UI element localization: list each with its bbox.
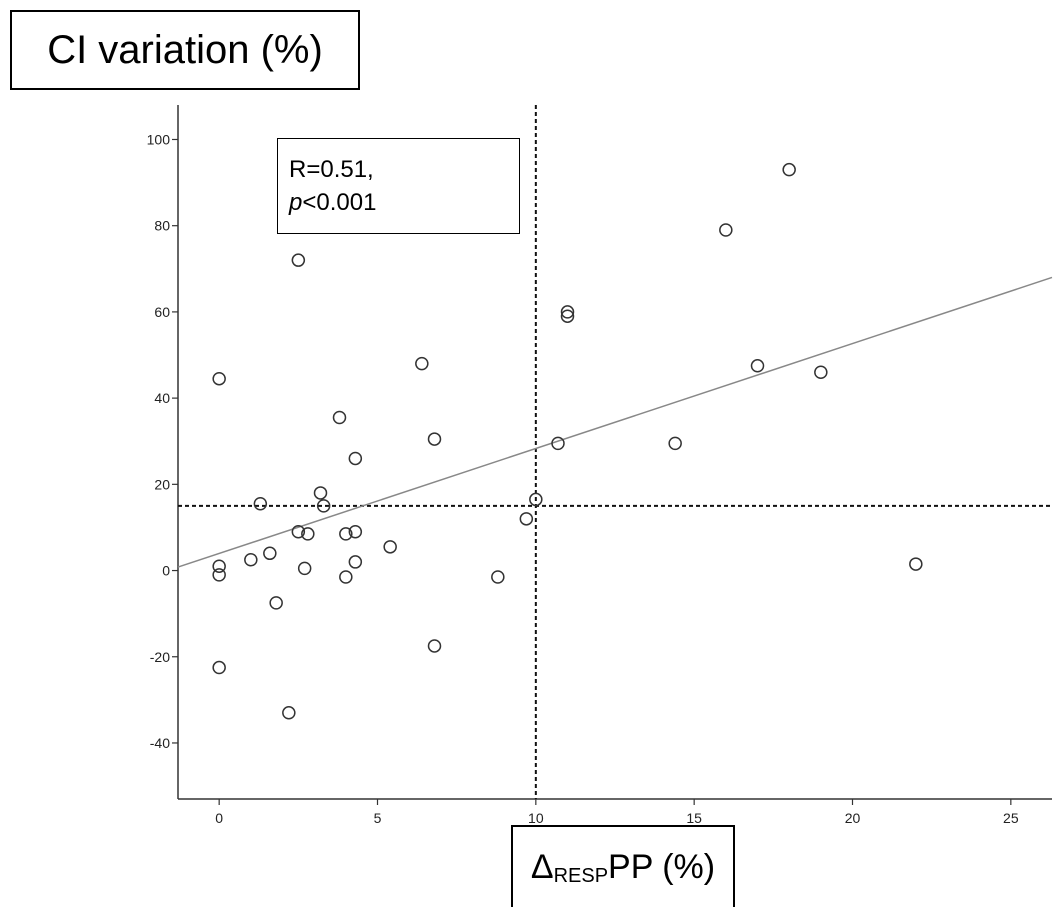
data-point — [348, 555, 363, 569]
data-point — [244, 553, 258, 567]
data-point — [297, 561, 312, 576]
data-points — [212, 162, 923, 720]
data-point — [750, 359, 765, 373]
x-axis-title: Δ RESP PP (%) — [511, 825, 735, 907]
data-point — [253, 496, 268, 511]
y-tick-label: 40 — [154, 390, 170, 406]
data-point — [551, 436, 565, 451]
y-axis-title: CI variation (%) — [10, 10, 360, 90]
y-tick-label: 20 — [154, 476, 170, 492]
correlation-annotation: R=0.51, p<0.001 — [277, 138, 520, 234]
data-point — [560, 305, 575, 319]
data-point — [212, 660, 226, 675]
regression-line — [177, 276, 1053, 568]
data-point — [313, 486, 328, 500]
data-point — [348, 524, 363, 539]
x-axis-title-suffix: PP (%) — [608, 847, 716, 886]
data-point — [415, 356, 429, 371]
data-point — [332, 410, 347, 425]
data-point — [282, 706, 296, 720]
data-point — [263, 546, 277, 561]
data-point — [339, 570, 353, 584]
correlation-r-text: R=0.51, — [289, 156, 374, 183]
data-point — [291, 524, 306, 539]
x-axis-title-prefix: Δ — [530, 847, 554, 886]
correlation-p-text: p<0.001 — [289, 186, 519, 219]
x-tick-label: 0 — [215, 810, 223, 826]
data-point — [383, 540, 397, 554]
data-point — [212, 568, 226, 582]
y-tick-label: 0 — [162, 563, 170, 579]
data-point — [212, 559, 226, 573]
data-point — [719, 223, 733, 237]
data-point — [427, 639, 442, 653]
data-point — [269, 596, 283, 610]
data-point — [316, 499, 331, 513]
y-tick-label: 80 — [154, 218, 170, 234]
p-symbol: p — [289, 189, 303, 216]
data-point — [291, 253, 306, 267]
y-tick-label: 100 — [147, 131, 171, 147]
x-tick-label: 15 — [686, 810, 702, 826]
x-tick-label: 10 — [528, 810, 544, 826]
data-point — [301, 527, 315, 541]
reference-lines — [178, 105, 1052, 799]
x-tick-label: 25 — [1003, 810, 1019, 826]
data-point — [560, 309, 575, 323]
y-tick-label: -20 — [150, 649, 170, 665]
y-axis-title-text: CI variation (%) — [47, 27, 323, 72]
data-point — [782, 162, 796, 177]
data-point — [491, 570, 505, 584]
data-point — [339, 527, 353, 541]
x-axis-title-subscript: RESP — [553, 864, 609, 887]
data-point — [814, 365, 828, 380]
data-point — [668, 436, 682, 451]
data-point — [427, 432, 442, 446]
data-point — [348, 451, 363, 466]
data-point — [529, 492, 543, 507]
y-tick-label: 60 — [154, 304, 170, 320]
data-point — [519, 512, 534, 526]
p-value: <0.001 — [302, 189, 377, 216]
y-tick-label: -40 — [150, 735, 170, 751]
regression-line-group — [177, 276, 1053, 568]
ticks: -40 -20 0 20 40 60 80 100 0 5 10 15 20 25 — [147, 131, 1019, 826]
axes — [177, 105, 1052, 800]
x-tick-label: 20 — [845, 810, 861, 826]
data-point — [909, 557, 923, 571]
x-tick-label: 5 — [374, 810, 382, 826]
data-point — [212, 371, 226, 386]
